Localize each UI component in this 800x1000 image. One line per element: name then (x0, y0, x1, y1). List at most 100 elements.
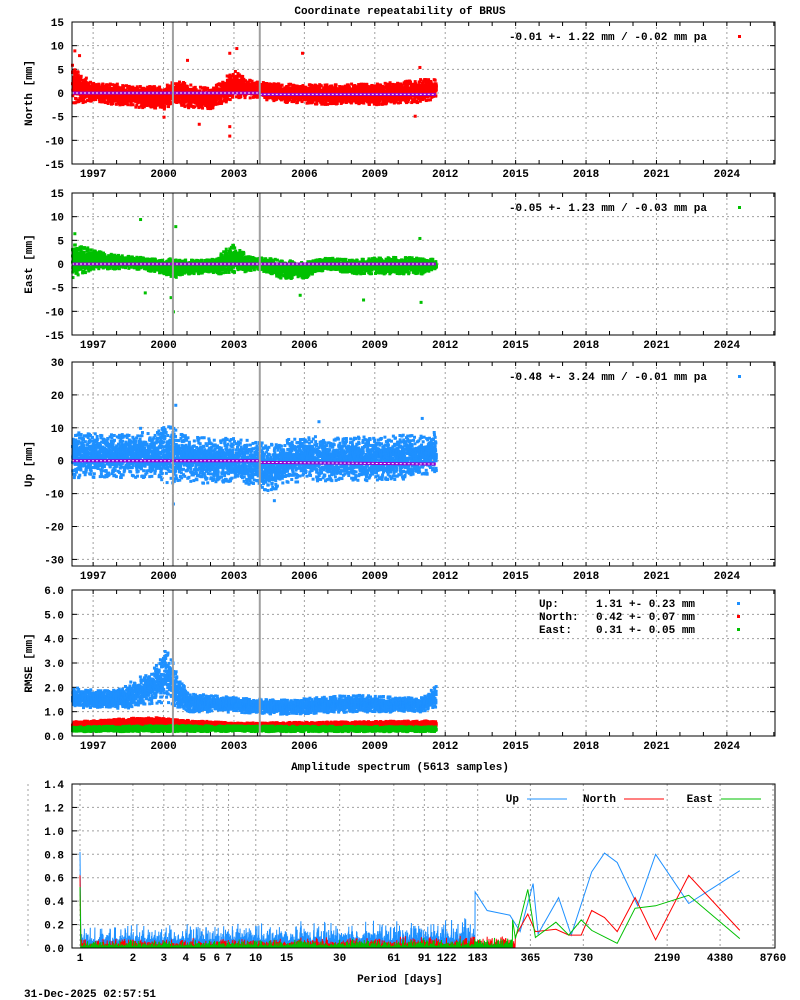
spectrum-title: Amplitude spectrum (5613 samples) (291, 762, 509, 774)
data-point (193, 105, 196, 108)
data-point (97, 83, 100, 86)
data-point (183, 105, 186, 108)
data-point (232, 73, 235, 76)
outlier-point (301, 52, 304, 55)
outlier-point (78, 54, 81, 57)
x-tick-label: 2000 (150, 169, 176, 181)
x-tick-label: 2015 (502, 340, 529, 352)
x-tick-label: 1997 (80, 169, 106, 181)
x-tick-label: 2006 (291, 340, 317, 352)
x-tick-label: 2021 (643, 340, 670, 352)
data-point (77, 273, 80, 276)
x-tick-label: 2003 (221, 340, 248, 352)
data-point (389, 81, 392, 84)
data-point (158, 86, 161, 89)
x-tick-label: 2012 (432, 169, 458, 181)
data-point (336, 102, 339, 105)
data-point (249, 96, 252, 99)
y-tick-label: 0 (57, 89, 64, 101)
data-point (326, 103, 329, 106)
x-tick-label: 2021 (643, 169, 670, 181)
data-point (241, 75, 244, 78)
outlier-point (228, 135, 231, 138)
data-point (167, 105, 170, 108)
y-tick-label: -15 (44, 160, 64, 172)
y-axis-label: East [mm] (24, 234, 36, 293)
data-point (229, 74, 232, 77)
data-point (335, 83, 338, 86)
data-point (122, 85, 125, 88)
outlier-point (73, 49, 76, 52)
data-point (126, 103, 129, 106)
data-point (116, 83, 119, 86)
data-point (315, 102, 318, 105)
y-tick-label: 0 (57, 260, 64, 272)
data-point (239, 95, 242, 98)
data-point (154, 107, 157, 110)
outlier-point (228, 52, 231, 55)
x-tick-label: 2000 (150, 340, 176, 352)
x-tick-label: 2024 (714, 340, 741, 352)
legend-marker (738, 35, 741, 38)
y-tick-label: 10 (51, 213, 64, 225)
x-tick-label: 2012 (432, 340, 458, 352)
data-point (419, 78, 422, 81)
data-point (226, 98, 229, 101)
y-tick-label: 10 (51, 42, 64, 54)
data-point (435, 84, 438, 87)
data-point (77, 71, 80, 74)
y-tick-label: -15 (44, 331, 64, 343)
figure-title: Coordinate repeatability of BRUS (294, 6, 506, 18)
x-tick-label: 2018 (573, 340, 600, 352)
y-tick-label: -5 (51, 284, 65, 296)
data-point (111, 102, 114, 105)
spectrum-xlabel: Period [days] (357, 974, 443, 986)
data-point (416, 101, 419, 104)
data-point (434, 79, 437, 82)
y-tick-label: -10 (44, 136, 64, 148)
data-point (429, 98, 432, 101)
data-point (178, 81, 181, 84)
outlier-point (228, 125, 231, 128)
x-tick-label: 2015 (502, 169, 529, 181)
x-tick-label: 1997 (80, 340, 106, 352)
x-tick-label: 2009 (362, 340, 388, 352)
data-point (201, 107, 204, 110)
x-tick-label: 2009 (362, 169, 388, 181)
outlier-point (235, 47, 238, 50)
data-point (212, 104, 215, 107)
data-point (435, 88, 438, 91)
data-point (234, 70, 237, 73)
timestamp: 31-Dec-2025 02:57:51 (24, 989, 156, 1000)
data-point (281, 84, 284, 87)
legend-text: -0.01 +- 1.22 mm / -0.02 mm pa (509, 32, 707, 44)
data-point (85, 77, 88, 80)
data-point (74, 243, 77, 246)
data-point (251, 80, 254, 83)
data-point (80, 75, 83, 78)
data-point (189, 84, 192, 87)
outlier-point (418, 66, 421, 69)
data-point (132, 103, 135, 106)
series-points (71, 218, 438, 313)
outlier-point (186, 59, 189, 62)
x-tick-label: 2006 (291, 169, 317, 181)
x-tick-label: 2003 (221, 169, 248, 181)
y-tick-label: 15 (51, 189, 65, 201)
x-tick-label: 2018 (573, 169, 600, 181)
outlier-point (198, 123, 201, 126)
y-tick-label: -5 (51, 113, 65, 125)
outlier-point (414, 115, 417, 118)
outlier-point (163, 116, 166, 119)
y-axis-label: North [mm] (24, 60, 36, 126)
data-point (211, 106, 214, 109)
x-tick-label: 2024 (714, 169, 741, 181)
y-tick-label: 5 (57, 236, 64, 248)
y-tick-label: 5 (57, 65, 64, 77)
data-point (163, 105, 166, 108)
data-point (418, 81, 421, 84)
